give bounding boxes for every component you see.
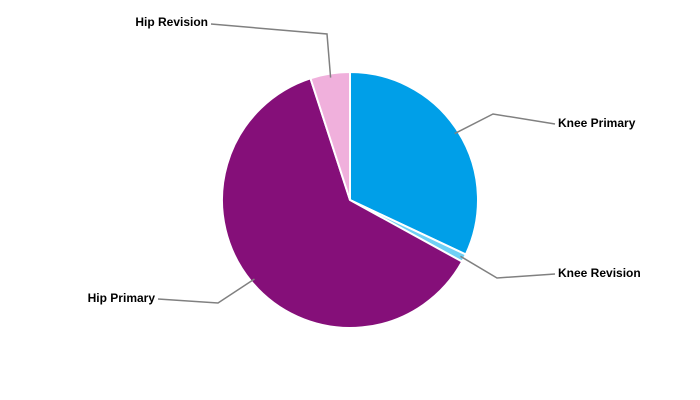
leader-line [454, 113, 556, 135]
leader-line [460, 255, 556, 279]
slice-label: Hip Revision [135, 15, 208, 29]
leader-line [157, 278, 255, 304]
slice-label: Knee Revision [558, 266, 641, 280]
leader-line [210, 23, 332, 78]
slice-label: Knee Primary [558, 116, 636, 130]
slice-label: Hip Primary [88, 291, 156, 305]
